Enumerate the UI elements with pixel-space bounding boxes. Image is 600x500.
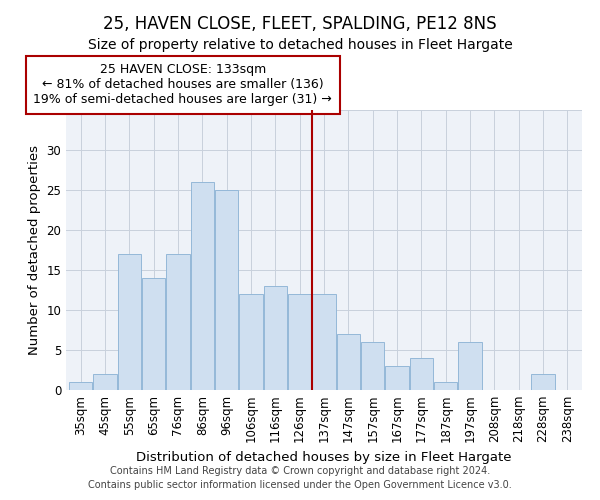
Bar [337, 334, 360, 390]
Bar [361, 342, 384, 390]
Text: 25, HAVEN CLOSE, FLEET, SPALDING, PE12 8NS: 25, HAVEN CLOSE, FLEET, SPALDING, PE12 8… [103, 15, 497, 33]
Bar [410, 358, 433, 390]
Bar [191, 182, 214, 390]
Bar [532, 374, 554, 390]
Bar [142, 278, 165, 390]
Bar [458, 342, 482, 390]
Bar [94, 374, 116, 390]
Bar [69, 382, 92, 390]
Bar [385, 366, 409, 390]
Bar [118, 254, 141, 390]
Bar [434, 382, 457, 390]
Bar [166, 254, 190, 390]
X-axis label: Distribution of detached houses by size in Fleet Hargate: Distribution of detached houses by size … [136, 451, 512, 464]
Y-axis label: Number of detached properties: Number of detached properties [28, 145, 41, 355]
Bar [264, 286, 287, 390]
Text: Contains HM Land Registry data © Crown copyright and database right 2024.
Contai: Contains HM Land Registry data © Crown c… [88, 466, 512, 490]
Text: Size of property relative to detached houses in Fleet Hargate: Size of property relative to detached ho… [88, 38, 512, 52]
Bar [313, 294, 335, 390]
Bar [239, 294, 263, 390]
Text: 25 HAVEN CLOSE: 133sqm
← 81% of detached houses are smaller (136)
19% of semi-de: 25 HAVEN CLOSE: 133sqm ← 81% of detached… [34, 63, 332, 106]
Bar [215, 190, 238, 390]
Bar [288, 294, 311, 390]
